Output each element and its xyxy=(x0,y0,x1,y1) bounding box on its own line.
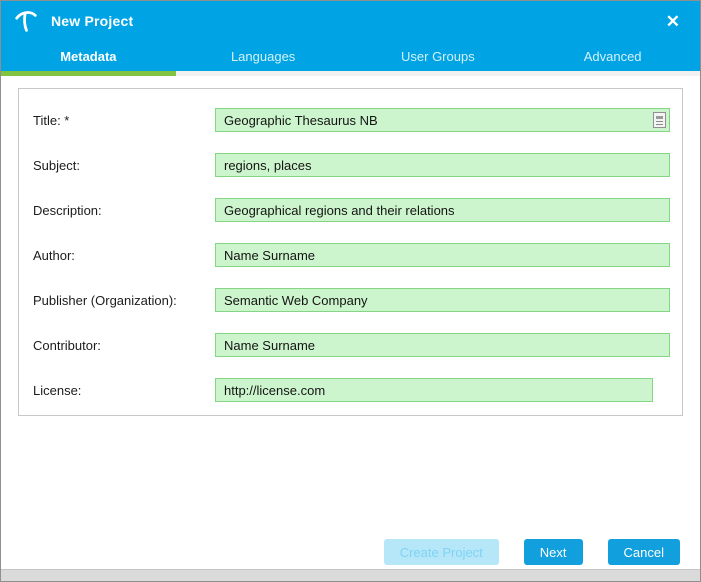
description-input[interactable] xyxy=(215,198,670,222)
publisher-input[interactable] xyxy=(215,288,670,312)
subject-input[interactable] xyxy=(215,153,670,177)
title-input-wrap xyxy=(215,108,670,132)
license-input[interactable] xyxy=(215,378,653,402)
tab-languages-label: Languages xyxy=(230,48,296,64)
subject-label: Subject: xyxy=(33,157,80,173)
tab-metadata[interactable]: Metadata xyxy=(1,41,176,71)
tab-languages[interactable]: Languages xyxy=(176,41,351,71)
cancel-button[interactable]: Cancel xyxy=(607,539,680,565)
title-input[interactable] xyxy=(215,108,670,132)
form-field-author: Author: xyxy=(33,243,670,267)
autofill-icon[interactable] xyxy=(653,112,666,128)
metadata-form-panel: Title: * Subject: Description: Au xyxy=(18,88,683,416)
description-label: Description: xyxy=(33,202,102,218)
dialog-footer: Create Project Next Cancel xyxy=(383,539,680,565)
form-field-license: License: xyxy=(33,378,668,402)
metadata-tab-content: Title: * Subject: Description: Au xyxy=(1,76,700,416)
active-tab-indicator xyxy=(1,71,176,76)
tab-underline-track xyxy=(1,71,700,76)
form-field-subject: Subject: xyxy=(33,153,670,177)
tab-user-groups-label: User Groups xyxy=(401,48,475,64)
license-label: License: xyxy=(33,382,82,398)
create-project-button[interactable]: Create Project xyxy=(383,539,499,565)
author-input[interactable] xyxy=(215,243,670,267)
tab-user-groups[interactable]: User Groups xyxy=(351,41,526,71)
tab-metadata-label: Metadata xyxy=(60,48,117,64)
title-label: Title: * xyxy=(33,112,70,128)
contributor-label: Contributor: xyxy=(33,337,101,353)
form-field-contributor: Contributor: xyxy=(33,333,670,357)
dialog-title: New Project xyxy=(51,13,134,29)
form-field-title: Title: * xyxy=(33,108,670,132)
window-bottom-edge xyxy=(1,569,700,581)
tab-advanced[interactable]: Advanced xyxy=(525,41,700,71)
publisher-label: Publisher (Organization): xyxy=(33,292,177,308)
form-field-description: Description: xyxy=(33,198,670,222)
author-label: Author: xyxy=(33,247,75,263)
tab-advanced-label: Advanced xyxy=(583,48,642,64)
form-field-publisher: Publisher (Organization): xyxy=(33,288,670,312)
dialog-header: New Project ✕ xyxy=(1,1,700,41)
poolparty-logo-icon xyxy=(15,11,37,32)
next-button[interactable]: Next xyxy=(523,539,583,565)
close-icon[interactable]: ✕ xyxy=(665,11,680,31)
contributor-input[interactable] xyxy=(215,333,670,357)
tab-bar: Metadata Languages User Groups Advanced xyxy=(1,41,700,71)
